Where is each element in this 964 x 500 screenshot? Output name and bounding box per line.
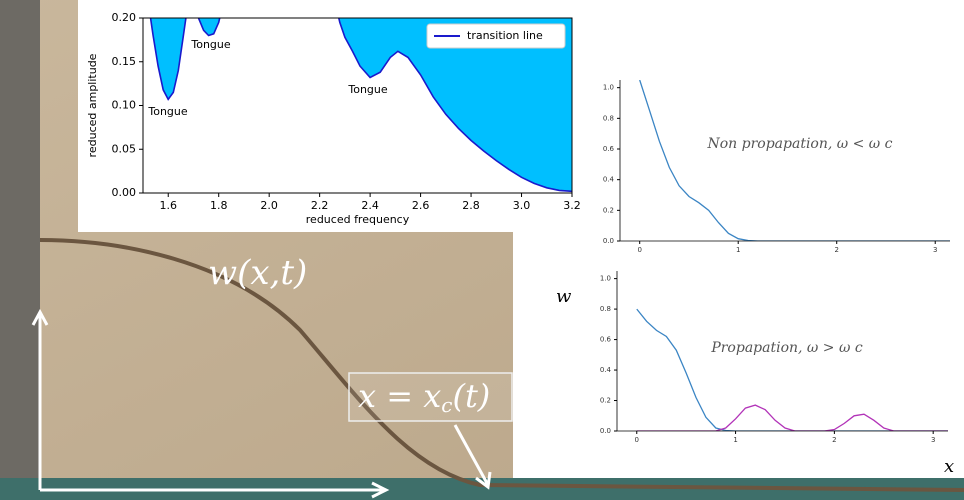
x-tick-label: 1.8	[210, 199, 228, 212]
y-tick-label: 0.0	[600, 427, 611, 435]
y-tick-label: 1.0	[603, 84, 614, 92]
y-tick-label: 0.6	[603, 145, 615, 153]
front-arrow	[453, 424, 492, 490]
y-tick-label: 0.15	[112, 55, 137, 68]
panel	[513, 232, 964, 478]
w-label: w	[556, 286, 572, 307]
y-tick-label: 0.0	[603, 237, 614, 245]
rope	[39, 238, 964, 492]
photo-stand	[0, 0, 40, 500]
x-tick-label: 1	[736, 246, 740, 254]
legend-label: transition line	[467, 29, 543, 42]
x-tick-label: 3.2	[563, 199, 581, 212]
front-box	[348, 372, 513, 422]
rope-label: w(x,t)	[208, 253, 307, 293]
x-tick-label: 3	[931, 436, 935, 444]
x-tick-label: 0	[637, 246, 641, 254]
annotation: Tongue	[190, 38, 231, 51]
plot	[639, 80, 950, 241]
x-tick-label: 2.0	[260, 199, 278, 212]
x-tick-label: 2.6	[412, 199, 430, 212]
y-tick-label: 0.4	[600, 366, 612, 374]
y-axis-label: reduced amplitude	[86, 53, 99, 157]
annotation: Propapation, ω > ω c	[710, 340, 863, 356]
y-tick-label: 0.2	[603, 206, 614, 214]
y-tick-label: 0.6	[600, 336, 612, 344]
x-tick-label: 2.8	[462, 199, 480, 212]
y-tick-label: 0.8	[600, 305, 611, 313]
x-label: x	[944, 456, 954, 477]
series-line	[636, 308, 948, 431]
x-tick-label: 3.0	[513, 199, 531, 212]
y-tick-label: 0.20	[112, 11, 137, 24]
photo-floor	[0, 478, 964, 500]
x-tick-label: 3	[933, 246, 937, 254]
x-axis-label: reduced frequency	[306, 213, 410, 226]
annotation: Tongue	[147, 105, 188, 118]
area-fill	[150, 18, 572, 192]
plot	[149, 18, 572, 193]
annotation: Non propapation, ω < ω c	[706, 136, 892, 152]
photo-axes	[31, 308, 390, 499]
front-label: x = xc(t)	[358, 377, 490, 417]
legend-box	[426, 23, 566, 49]
y-tick-label: 0.05	[112, 142, 137, 155]
y-tick-label: 0.4	[603, 176, 615, 184]
series-line	[639, 80, 950, 241]
x-tick-label: 2	[832, 436, 836, 444]
x-tick-label: 2.4	[361, 199, 379, 212]
plot	[636, 308, 948, 431]
y-tick-label: 0.10	[112, 99, 137, 112]
y-tick-label: 0.8	[603, 114, 614, 122]
x-tick-label: 1.6	[159, 199, 177, 212]
y-tick-label: 1.0	[600, 275, 611, 283]
series-line	[149, 18, 572, 193]
x-tick-label: 1	[733, 436, 737, 444]
annotation: Tongue	[347, 83, 388, 96]
x-tick-label: 0	[635, 436, 639, 444]
x-tick-label: 2	[834, 246, 838, 254]
x-tick-label: 2.2	[311, 199, 329, 212]
y-tick-label: 0.2	[600, 397, 611, 405]
y-tick-label: 0.00	[112, 186, 137, 199]
